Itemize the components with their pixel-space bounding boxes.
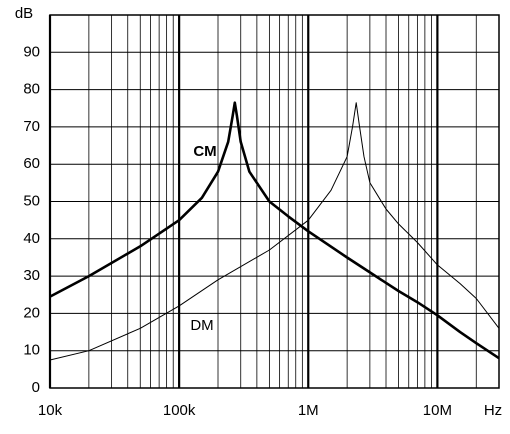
y-tick-label: 60: [23, 155, 40, 172]
y-tick-label: 50: [23, 192, 40, 209]
y-tick-label: 0: [32, 379, 40, 396]
x-tick-label: 100k: [163, 402, 196, 419]
y-tick-label: 40: [23, 230, 40, 247]
y-tick-label: 80: [23, 81, 40, 98]
x-tick-label: 1M: [298, 402, 319, 419]
series-line: [49, 102, 500, 361]
plot-frame: [49, 14, 500, 389]
y-tick-label: 10: [23, 342, 40, 359]
series-label: DM: [190, 317, 213, 334]
y-tick-label: 90: [23, 43, 40, 60]
x-tick-label: 10k: [38, 402, 63, 419]
y-tick-label: 20: [23, 304, 40, 321]
y-tick-label: 30: [23, 267, 40, 284]
y-tick-label: 70: [23, 118, 40, 135]
series-line: [49, 101, 500, 360]
x-unit: Hz: [484, 402, 502, 419]
y-unit: dB: [15, 5, 33, 22]
series-label: CM: [193, 143, 216, 160]
x-tick-label: 10M: [423, 402, 452, 419]
